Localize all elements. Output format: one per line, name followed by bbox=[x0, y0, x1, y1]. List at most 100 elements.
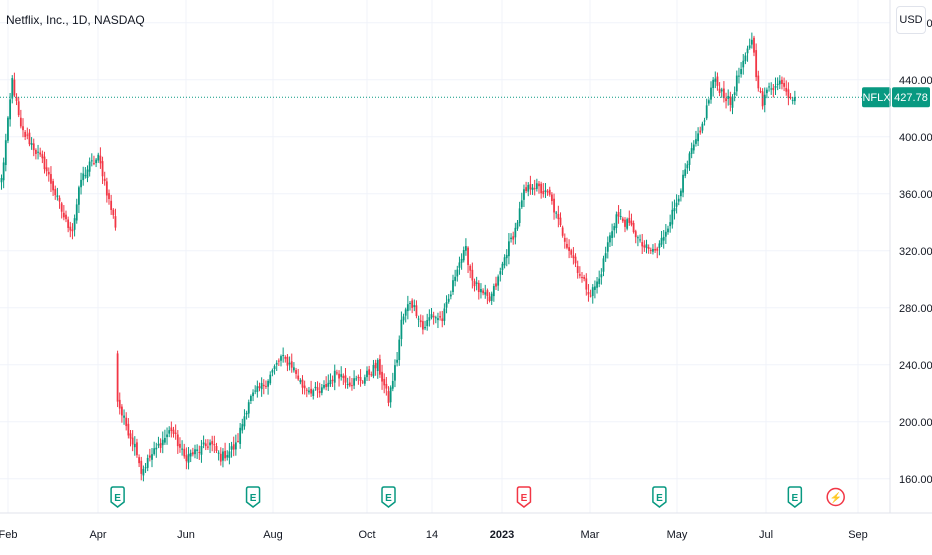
candle-body bbox=[783, 83, 785, 87]
candle-body bbox=[118, 399, 121, 409]
candle bbox=[508, 233, 510, 265]
candle bbox=[540, 181, 543, 199]
candle-body bbox=[232, 444, 235, 450]
candle bbox=[54, 185, 57, 200]
candle bbox=[568, 239, 570, 259]
candle-body bbox=[344, 375, 347, 383]
candle bbox=[136, 438, 138, 458]
candle-body bbox=[357, 376, 360, 378]
candle bbox=[720, 87, 723, 98]
candle bbox=[26, 127, 29, 140]
candle bbox=[103, 171, 106, 186]
candle bbox=[340, 366, 343, 381]
candle bbox=[697, 127, 699, 147]
candle bbox=[252, 389, 254, 402]
price-axis[interactable]: 480.00440.00400.00360.00320.00280.00240.… bbox=[889, 0, 932, 513]
candle-body bbox=[606, 242, 609, 252]
candle bbox=[387, 386, 390, 407]
candle bbox=[267, 379, 269, 395]
earnings-marker[interactable]: E bbox=[110, 486, 125, 508]
candle-body bbox=[415, 305, 418, 317]
candle bbox=[430, 307, 433, 320]
candle-body bbox=[516, 222, 519, 229]
candle-body bbox=[475, 282, 478, 284]
candle-body bbox=[355, 378, 358, 380]
candle-body bbox=[675, 202, 678, 207]
earnings-marker[interactable]: E bbox=[516, 486, 532, 508]
candle bbox=[452, 274, 454, 295]
candle bbox=[28, 129, 31, 147]
candle-body bbox=[649, 249, 652, 252]
candle-body bbox=[460, 258, 463, 263]
earnings-marker[interactable]: E bbox=[652, 486, 667, 508]
candle-body bbox=[323, 384, 325, 388]
candle-body bbox=[243, 416, 246, 427]
candle-body bbox=[686, 164, 689, 169]
candle bbox=[280, 354, 282, 367]
candle-body bbox=[518, 208, 521, 223]
event-markers[interactable]: E E E E E E ⚡ bbox=[110, 486, 845, 508]
candle-body bbox=[95, 159, 97, 164]
candle-body bbox=[312, 390, 315, 396]
candle-body bbox=[262, 384, 265, 387]
candle bbox=[80, 172, 82, 195]
candle-body bbox=[793, 97, 796, 102]
candle bbox=[744, 52, 747, 65]
earnings-marker[interactable]: E bbox=[787, 486, 803, 508]
candle bbox=[695, 130, 697, 147]
candles bbox=[0, 32, 796, 482]
candle-body bbox=[22, 126, 24, 131]
candle bbox=[729, 91, 732, 112]
candle-body bbox=[275, 362, 278, 365]
candle bbox=[535, 178, 538, 192]
time-axis[interactable]: Feb Apr Jun Aug Oct 14 2023 Mar May Jul Sep bbox=[0, 512, 932, 541]
candle-body bbox=[555, 212, 558, 214]
earnings-marker[interactable]: E bbox=[381, 486, 396, 508]
candle bbox=[686, 160, 689, 174]
candle bbox=[632, 220, 635, 234]
candle bbox=[239, 422, 242, 449]
candle bbox=[639, 234, 641, 243]
currency-button[interactable]: USD bbox=[896, 6, 926, 34]
earnings-marker[interactable]: E bbox=[245, 486, 261, 508]
candle bbox=[344, 367, 347, 389]
candle-body bbox=[90, 160, 93, 162]
candle-body bbox=[24, 131, 27, 137]
x-tick-label: May bbox=[667, 529, 688, 541]
candle bbox=[499, 267, 502, 282]
candle-body bbox=[391, 380, 394, 389]
candle-body bbox=[15, 96, 18, 101]
candle-body bbox=[409, 302, 411, 304]
candle bbox=[510, 233, 512, 243]
candle-body bbox=[327, 382, 330, 387]
candle-body bbox=[277, 360, 280, 362]
candle-body bbox=[144, 467, 147, 469]
candle-body bbox=[561, 227, 564, 236]
candle-body bbox=[598, 278, 601, 284]
candle bbox=[112, 208, 115, 219]
candle-body bbox=[699, 130, 702, 133]
candle-body bbox=[707, 100, 710, 104]
candle bbox=[198, 445, 201, 460]
candle-body bbox=[30, 143, 33, 145]
candle-body bbox=[632, 223, 635, 233]
candle-body bbox=[398, 339, 401, 361]
dividend-marker[interactable]: ⚡ bbox=[826, 487, 845, 507]
candle-body bbox=[725, 98, 727, 102]
candle bbox=[456, 265, 459, 282]
candle bbox=[355, 375, 358, 382]
candle-body bbox=[157, 444, 160, 446]
candle bbox=[58, 195, 61, 209]
earnings-marker-label: E bbox=[385, 493, 392, 504]
candle bbox=[67, 216, 70, 233]
candle-body bbox=[58, 197, 61, 202]
candle-body bbox=[183, 448, 186, 457]
candle-body bbox=[746, 48, 749, 54]
candle-body bbox=[372, 365, 375, 377]
candle-body bbox=[774, 86, 777, 88]
candle-body bbox=[342, 375, 345, 379]
candle bbox=[480, 283, 482, 299]
candle-body bbox=[129, 433, 132, 439]
